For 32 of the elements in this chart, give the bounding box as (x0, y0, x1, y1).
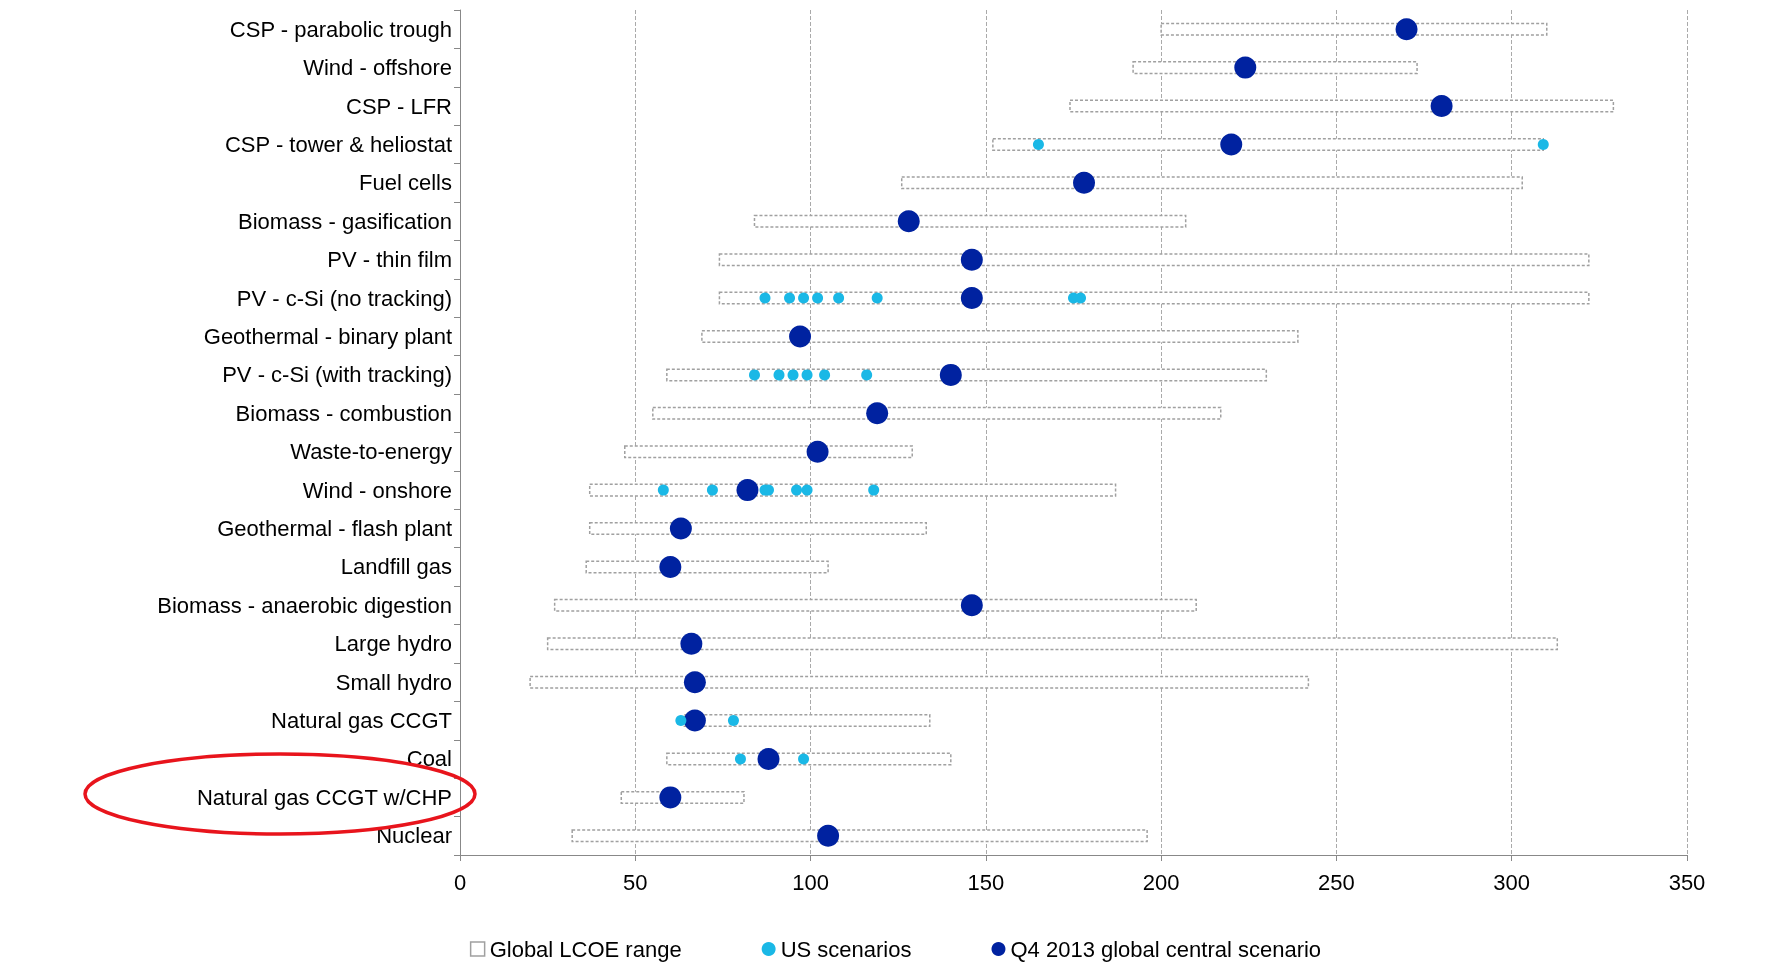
y-tick-label: CSP - parabolic trough (229, 16, 452, 42)
y-tick-label: Nuclear (376, 823, 452, 849)
y-tick-label: Landfill gas (340, 554, 452, 580)
y-tick-label: PV - thin film (327, 247, 452, 273)
y-tick-label: Fuel cells (359, 170, 452, 196)
x-tick-label: 350 (1668, 869, 1706, 895)
y-tick-label: Biomass - anaerobic digestion (157, 592, 452, 618)
y-tick-label: Geothermal - flash plant (217, 516, 452, 542)
x-tick-label: 200 (1142, 869, 1180, 895)
legend-label: Global LCOE range (489, 936, 682, 962)
y-tick-label: PV - c-Si (no tracking) (236, 285, 452, 311)
y-tick-label: Wind - offshore (303, 55, 452, 81)
y-tick-label: Wind - onshore (302, 477, 452, 503)
y-tick-label: Natural gas CCGT (271, 708, 452, 734)
y-tick-label: Natural gas CCGT w/CHP (196, 784, 452, 810)
y-tick-label: CSP - LFR (346, 93, 452, 119)
x-tick-label: 50 (623, 869, 648, 895)
y-tick-label: CSP - tower & heliostat (224, 131, 452, 157)
y-tick-label: PV - c-Si (with tracking) (222, 362, 452, 388)
x-tick-label: 250 (1318, 869, 1355, 895)
x-tick-label: 0 (453, 869, 467, 895)
y-tick-label: Biomass - combustion (235, 400, 452, 426)
y-tick-label: Large hydro (334, 631, 452, 657)
y-tick-label: Small hydro (335, 669, 452, 695)
y-tick-label: Biomass - gasification (238, 208, 452, 234)
y-tick-label: Geothermal - binary plant (203, 323, 452, 349)
x-tick-label: 150 (967, 869, 1005, 895)
legend-label: US scenarios (780, 936, 912, 962)
y-tick-label: Waste-to-energy (290, 439, 452, 465)
x-tick-label: 300 (1493, 869, 1531, 895)
legend-label: Q4 2013 global central scenario (1010, 936, 1322, 962)
x-tick-label: 100 (792, 869, 829, 895)
